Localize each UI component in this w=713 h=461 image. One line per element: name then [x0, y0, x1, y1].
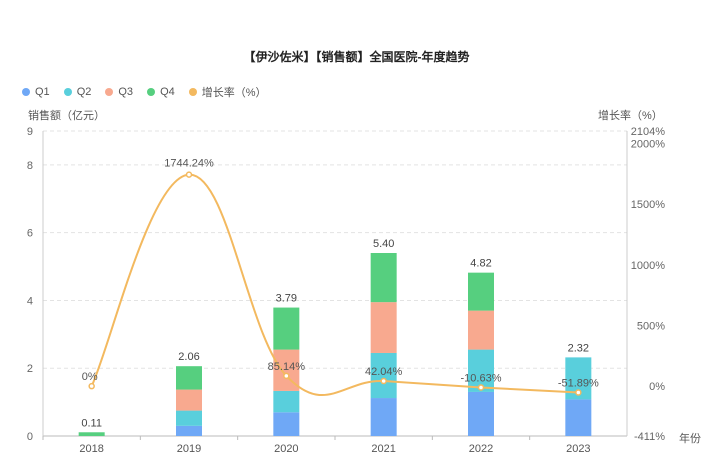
x-tick-label: 2020: [274, 443, 298, 455]
legend-item-q3[interactable]: Q3: [105, 84, 133, 100]
growth-label: 0%: [82, 371, 98, 383]
y2-tick-label: 0%: [649, 381, 665, 393]
bar-total-label: 4.82: [470, 258, 491, 270]
chart-title: 【伊沙佐米】【销售额】全国医院-年度趋势: [243, 50, 470, 64]
bar-segment-q3: [176, 389, 202, 411]
bar-segment-q4: [468, 272, 494, 311]
growth-line: [90, 173, 579, 397]
y-tick-label: 9: [27, 126, 33, 138]
legend-swatch-q1: [22, 88, 30, 96]
bar-segment-q1: [468, 391, 494, 436]
legend-label-q1: Q1: [35, 86, 50, 98]
bar-segment-q1: [273, 412, 300, 436]
growth-point: [88, 382, 95, 390]
y2-tick-label: -411%: [634, 431, 665, 443]
bar-segment-q3: [370, 302, 397, 353]
growth-point: [283, 372, 290, 380]
x-tick-label: 2019: [177, 443, 201, 455]
y2-tick-label: 1000%: [631, 260, 665, 272]
legend-item-q1[interactable]: Q1: [22, 84, 50, 100]
y2-tick-label: 500%: [637, 321, 665, 333]
growth-label: -51.89%: [558, 377, 599, 389]
y2-tick-label: 1500%: [631, 199, 665, 211]
bar-total-label: 0.11: [81, 417, 102, 429]
legend-swatch-q4: [147, 88, 156, 96]
y2-tick-label: 2104%: [631, 126, 665, 138]
bar-segment-q2: [176, 410, 202, 426]
legend-label-q3: Q3: [118, 86, 134, 98]
growth-label: 42.04%: [365, 366, 403, 378]
y-tick-label: 6: [27, 228, 33, 240]
x-tick-label: 2022: [469, 443, 493, 455]
bar-total-label: 2.32: [568, 342, 589, 354]
bar-total-label: 5.40: [373, 238, 394, 250]
x-tick-label: 2023: [566, 443, 590, 455]
bar-total-label: 3.79: [276, 293, 297, 305]
legend-item-growth[interactable]: 增长率（%）: [188, 84, 267, 100]
y-tick-label: 0: [27, 431, 33, 443]
legend-item-q2[interactable]: Q2: [63, 84, 92, 100]
growth-point: [575, 389, 582, 396]
bar-segment-q4: [78, 432, 105, 436]
bar-segment-q4: [273, 307, 300, 350]
legend-swatch-q3: [105, 88, 114, 96]
y-tick-label: 2: [27, 363, 33, 375]
legend-label-q2: Q2: [76, 86, 92, 98]
legend: Q1 Q2 Q3 Q4 增长率（%）: [22, 84, 267, 100]
x-tick-label: 2021: [371, 443, 395, 455]
y2-axis-name: 增长率（%）: [598, 110, 663, 122]
legend-item-q4[interactable]: Q4: [147, 84, 175, 100]
growth-point: [185, 171, 193, 178]
bar-segment-q2: [370, 352, 397, 399]
x-tick-label: 2018: [79, 443, 103, 455]
growth-label: 1744.24%: [164, 158, 214, 170]
legend-swatch-q2: [63, 88, 72, 96]
y-tick-label: 4: [27, 295, 33, 307]
x-axis-name: 年份: [679, 433, 701, 445]
legend-label-growth: 增长率（%）: [201, 87, 267, 99]
bar-segment-q4: [370, 253, 397, 303]
growth-point: [380, 377, 387, 385]
legend-swatch-growth: [188, 88, 197, 96]
bar-total-label: 2.06: [178, 351, 199, 363]
bar-segment-q2: [273, 390, 300, 413]
growth-point: [477, 384, 485, 391]
growth-label: -10.63%: [461, 372, 502, 384]
y-axis-name: 销售额（亿元）: [28, 110, 105, 122]
legend-label-q4: Q4: [160, 86, 175, 98]
growth-label: 85.14%: [268, 361, 306, 373]
bar-segment-q1: [176, 425, 202, 436]
bar-segment-q1: [370, 398, 397, 436]
bar-segment-q1: [565, 399, 592, 436]
bar-segment-q3: [468, 310, 494, 350]
y2-tick-label: 2000%: [631, 139, 665, 151]
y-tick-label: 8: [27, 160, 33, 172]
bar-segment-q4: [176, 366, 202, 390]
